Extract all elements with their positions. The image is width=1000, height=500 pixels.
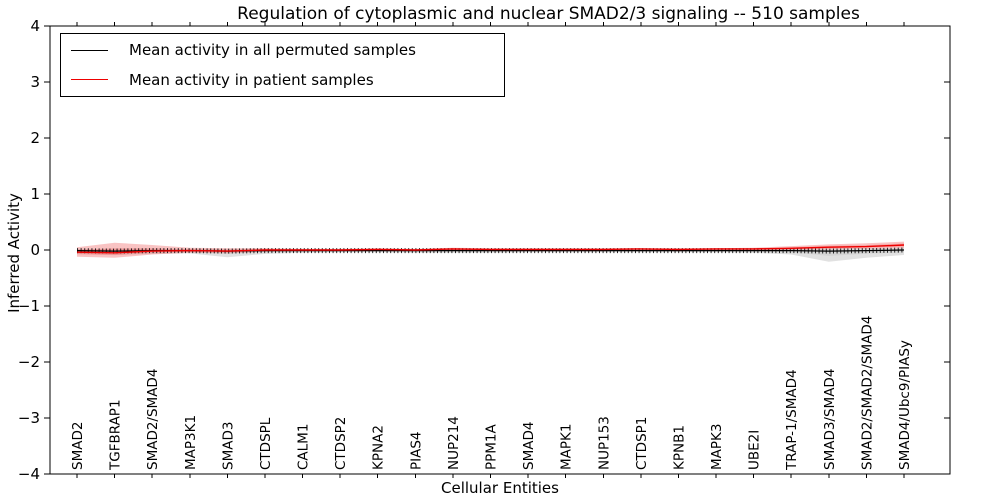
x-tick-label: CTDSPL xyxy=(258,417,274,470)
chart-title: Regulation of cytoplasmic and nuclear SM… xyxy=(237,4,860,24)
y-tick-label: −3 xyxy=(18,409,40,427)
x-tick-label: UBE2I xyxy=(747,430,763,470)
x-tick-label: MAPK1 xyxy=(559,424,575,470)
legend-entry-patient: Mean activity in patient samples xyxy=(61,66,504,93)
y-tick-label: −2 xyxy=(18,353,40,371)
permuted-samples-range-band xyxy=(77,247,904,262)
x-tick-label: SMAD2/SMAD4 xyxy=(145,369,161,470)
legend-label-permuted: Mean activity in all permuted samples xyxy=(129,41,416,60)
x-tick-label: CALM1 xyxy=(296,424,312,470)
x-tick-label: MAP3K1 xyxy=(183,415,199,470)
x-tick-label: PIAS4 xyxy=(408,431,424,470)
x-tick-label: KPNB1 xyxy=(672,425,688,470)
y-tick-label: 1 xyxy=(30,185,40,203)
x-tick-label: NUP153 xyxy=(596,416,612,470)
y-tick-label: 4 xyxy=(30,17,40,35)
y-tick-label: 3 xyxy=(30,73,40,91)
x-tick-label: PPM1A xyxy=(484,423,500,470)
x-tick-label: SMAD3/SMAD4 xyxy=(822,369,838,470)
y-tick-label: −1 xyxy=(18,297,40,315)
x-tick-label: CTDSP2 xyxy=(333,417,349,470)
x-tick-label: TRAP-1/SMAD4 xyxy=(784,369,800,471)
x-tick-label: SMAD2 xyxy=(70,422,86,470)
x-tick-label: SMAD4/Ubc9/PIASy xyxy=(897,340,913,470)
x-tick-label: CTDSP1 xyxy=(634,417,650,470)
legend: Mean activity in all permuted samples Me… xyxy=(60,33,505,97)
x-tick-label: SMAD4 xyxy=(521,422,537,470)
x-axis-title: Cellular Entities xyxy=(441,479,559,497)
x-tick-label: SMAD3 xyxy=(220,422,236,470)
y-tick-label: 2 xyxy=(30,129,40,147)
y-tick-label: −4 xyxy=(18,465,40,483)
x-tick-label: SMAD2/SMAD2/SMAD4 xyxy=(859,316,875,470)
y-tick-label: 0 xyxy=(30,241,40,259)
x-tick-label: KPNA2 xyxy=(371,425,387,470)
legend-label-patient: Mean activity in patient samples xyxy=(129,70,374,89)
axes-spines xyxy=(44,22,951,478)
y-axis-title: Inferred Activity xyxy=(5,193,23,313)
patient-line-swatch xyxy=(71,79,108,81)
patient-mean-line xyxy=(76,244,905,254)
x-tick-label: MAPK3 xyxy=(709,424,725,470)
x-tick-label: TGFBRAP1 xyxy=(108,399,124,471)
x-tick-label: NUP214 xyxy=(446,416,462,470)
legend-entry-permuted: Mean activity in all permuted samples xyxy=(61,37,504,64)
permuted-line-swatch xyxy=(71,49,108,51)
